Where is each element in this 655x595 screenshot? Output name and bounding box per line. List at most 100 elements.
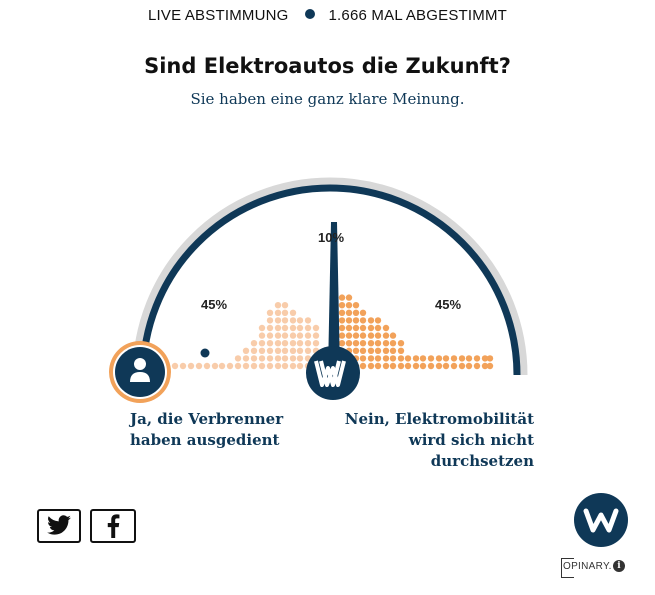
user-avatar-handle[interactable]	[109, 341, 171, 403]
distribution-dot	[296, 332, 304, 339]
needle-hub-logo	[306, 346, 360, 400]
distribution-dot	[281, 309, 289, 316]
distribution-dot	[367, 340, 375, 347]
distribution-dot	[427, 355, 435, 362]
distribution-dot	[258, 324, 266, 332]
distribution-dot	[481, 362, 489, 370]
distribution-dot	[250, 347, 258, 354]
distribution-dot	[374, 317, 382, 324]
distribution-dot	[211, 362, 219, 370]
distribution-dot	[352, 347, 360, 354]
distribution-dot	[338, 340, 346, 347]
distribution-dot	[352, 340, 360, 347]
distribution-dot	[281, 324, 289, 332]
opinary-wordmark[interactable]: OPINARY.	[563, 561, 612, 572]
distribution-dot	[296, 362, 304, 370]
distribution-dot	[450, 355, 458, 362]
distribution-dot	[289, 362, 297, 370]
distribution-dot	[281, 362, 289, 370]
distribution-dot	[296, 317, 304, 324]
distribution-dot	[442, 355, 450, 362]
user-icon	[134, 358, 146, 370]
distribution-dot	[242, 355, 250, 362]
distribution-dot	[359, 362, 367, 370]
distribution-dot	[450, 362, 458, 370]
distribution-dot	[250, 340, 258, 347]
distribution-dot	[367, 317, 375, 324]
distribution-dot	[289, 324, 297, 332]
vote-distribution	[171, 294, 494, 370]
distribution-dot	[304, 347, 312, 354]
distribution-dot	[345, 324, 353, 332]
distribution-dot	[367, 324, 375, 332]
distribution-dot	[281, 340, 289, 347]
distribution-dot	[274, 355, 282, 362]
distribution-dot	[435, 355, 443, 362]
facebook-share-button[interactable]	[90, 509, 136, 543]
distribution-dot	[266, 355, 274, 362]
distribution-dot	[404, 355, 412, 362]
distribution-dot	[389, 332, 397, 339]
distribution-dot	[359, 332, 367, 339]
facebook-icon	[107, 514, 120, 538]
distribution-dot	[397, 355, 405, 362]
distribution-dot	[242, 347, 250, 354]
distribution-dot	[442, 362, 450, 370]
distribution-dot	[374, 340, 382, 347]
live-dot-icon	[304, 9, 315, 19]
distribution-dot	[274, 340, 282, 347]
distribution-dot	[359, 355, 367, 362]
distribution-dot	[382, 324, 390, 332]
distribution-dot	[419, 362, 427, 370]
distribution-dot	[473, 355, 481, 362]
distribution-dot	[345, 309, 353, 316]
distribution-dot	[419, 355, 427, 362]
twitter-share-button[interactable]	[37, 509, 81, 543]
distribution-dot	[435, 362, 443, 370]
distribution-dot	[179, 362, 187, 370]
distribution-dot	[266, 362, 274, 370]
distribution-dot	[312, 332, 320, 339]
distribution-dot	[234, 362, 242, 370]
distribution-dot	[258, 332, 266, 339]
option-left-label[interactable]: Ja, die Verbrenner haben ausgedient	[130, 410, 284, 449]
distribution-dot	[345, 302, 353, 309]
live-label: LIVE ABSTIMMUNG	[147, 7, 289, 24]
gauge-outer-arc	[132, 177, 528, 376]
distribution-dot	[352, 317, 360, 324]
distribution-dot	[458, 362, 466, 370]
distribution-dot	[218, 362, 226, 370]
distribution-dot	[389, 340, 397, 347]
distribution-dot	[289, 332, 297, 339]
option-right-label[interactable]: Nein, Elektromobilität wird sich nicht d…	[344, 410, 534, 470]
distribution-dot	[289, 355, 297, 362]
distribution-dot	[296, 347, 304, 354]
distribution-dot	[359, 324, 367, 332]
distribution-dot	[266, 317, 274, 324]
distribution-dot	[258, 347, 266, 354]
distribution-dot	[266, 332, 274, 339]
distribution-dot	[296, 355, 304, 362]
distribution-dot	[281, 347, 289, 354]
distribution-dot	[352, 309, 360, 316]
option-2-percent: 10%	[318, 230, 345, 245]
distribution-dot	[274, 362, 282, 370]
distribution-dot	[397, 347, 405, 354]
distribution-dot	[359, 309, 367, 316]
distribution-dot	[359, 340, 367, 347]
distribution-dot	[250, 362, 258, 370]
distribution-dot	[242, 362, 250, 370]
distribution-dot	[389, 347, 397, 354]
distribution-dot	[304, 324, 312, 332]
distribution-dot	[382, 340, 390, 347]
brand-logo[interactable]	[574, 493, 628, 547]
distribution-dot	[412, 362, 420, 370]
info-icon[interactable]: i	[613, 560, 625, 572]
distribution-dot	[382, 362, 390, 370]
distribution-dot	[367, 347, 375, 354]
distribution-dot	[338, 332, 346, 339]
distribution-dot	[312, 324, 320, 332]
gauge-needle[interactable]	[328, 222, 340, 372]
distribution-dot	[345, 294, 353, 301]
